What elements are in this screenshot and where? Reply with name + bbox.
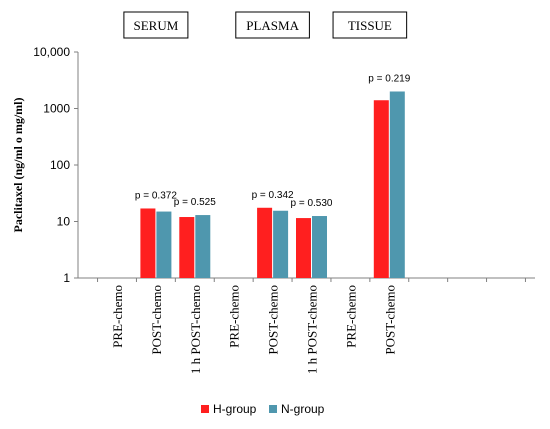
group-label-box (123, 11, 189, 39)
x-category-label: POST-chemo (382, 285, 397, 355)
y-tick-label: 10 (57, 215, 71, 229)
bar-n-group (195, 215, 211, 278)
p-value-annotation: p = 0.342 (252, 190, 294, 201)
bar-n-group (273, 210, 289, 278)
legend-swatch (201, 405, 209, 413)
group-label-box (332, 11, 408, 39)
y-tick-label: 1000 (43, 102, 70, 116)
x-category-label: PRE-chemo (343, 285, 358, 348)
p-value-annotation: p = 0.525 (174, 197, 216, 208)
bar-h-group (179, 217, 195, 278)
x-category-label: POST-chemo (266, 285, 281, 355)
p-value-annotation: p = 0.219 (368, 73, 410, 84)
y-axis-label: Paclitaxel (ng/ml o mg/ml) (11, 98, 25, 233)
x-category-label: 1 h POST-chemo (305, 285, 320, 374)
y-tick-label: 10,000 (33, 45, 70, 59)
bar-n-group (156, 211, 172, 278)
bar-h-group (257, 207, 273, 278)
group-label: SERUM (134, 18, 179, 33)
x-category-label: PRE-chemo (227, 285, 242, 348)
group-label-box (235, 11, 310, 39)
bar-h-group (296, 218, 311, 278)
bar-h-group (373, 100, 389, 278)
bar-n-group (312, 216, 327, 278)
p-value-annotation: p = 0.372 (135, 190, 177, 201)
legend-swatch (269, 405, 277, 413)
y-tick-label: 100 (50, 158, 70, 172)
bar-n-group (389, 91, 405, 278)
bar-h-group (140, 208, 156, 278)
group-label: PLASMA (246, 18, 299, 33)
y-tick-label: 1 (63, 271, 70, 285)
x-category-label: POST-chemo (149, 285, 164, 355)
p-value-annotation: p = 0.530 (291, 198, 333, 209)
legend-label: N-group (281, 402, 325, 416)
group-label: TISSUE (348, 18, 392, 33)
x-category-label: PRE-chemo (110, 285, 125, 348)
x-category-label: 1 h POST-chemo (188, 285, 203, 374)
legend-label: H-group (213, 402, 257, 416)
